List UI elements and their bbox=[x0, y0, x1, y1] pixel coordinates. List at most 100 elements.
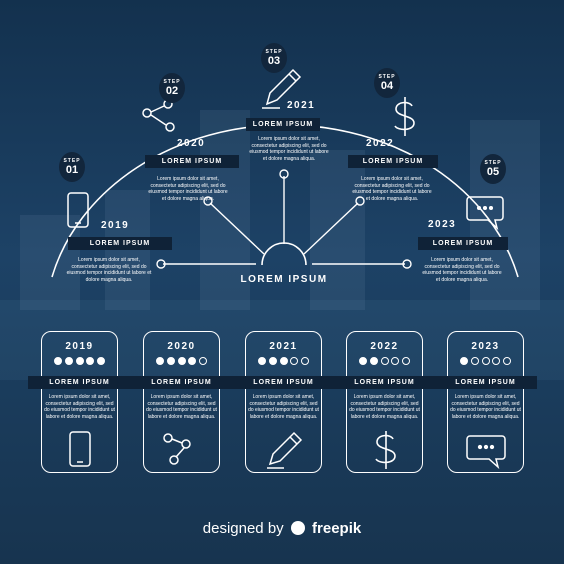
card-year: 2023 bbox=[471, 341, 500, 352]
chat-bubble-icon bbox=[465, 435, 506, 470]
step-word: STEP bbox=[63, 158, 81, 164]
rating-dot-filled bbox=[279, 357, 288, 365]
step-label: LOREM IPSUM bbox=[348, 155, 438, 168]
pencil-icon bbox=[262, 68, 302, 109]
bg-building bbox=[0, 300, 564, 380]
year-card: 2022 LOREM IPSUM Lorem ipsum dolor sit a… bbox=[333, 331, 436, 473]
dollar-icon bbox=[374, 431, 396, 469]
rating-dots bbox=[347, 357, 422, 365]
step-word: STEP bbox=[265, 49, 283, 55]
rating-dot-empty bbox=[391, 357, 400, 365]
rating-dot-filled bbox=[166, 357, 175, 365]
card-label: LOREM IPSUM bbox=[434, 376, 537, 389]
bg-building bbox=[470, 120, 540, 310]
step-text: Lorem ipsum dolor sit amet, consectetur … bbox=[422, 257, 502, 283]
rating-dot-empty bbox=[470, 357, 479, 365]
step-year: 2023 bbox=[428, 219, 457, 230]
rating-dot-filled bbox=[155, 357, 164, 365]
card-label: LOREM IPSUM bbox=[28, 376, 131, 389]
step-word: STEP bbox=[378, 74, 396, 80]
step-text: Lorem ipsum dolor sit amet, consectetur … bbox=[249, 136, 329, 162]
rating-dot-filled bbox=[177, 357, 186, 365]
rating-dots bbox=[246, 357, 321, 365]
bg-building bbox=[105, 190, 150, 310]
footer-prefix: designed by bbox=[202, 520, 284, 537]
card-label: LOREM IPSUM bbox=[232, 376, 335, 389]
rating-dot-empty bbox=[301, 357, 310, 365]
phone-icon bbox=[67, 192, 89, 228]
bg-building bbox=[20, 215, 80, 310]
rating-dot-filled bbox=[358, 357, 367, 365]
share-icon bbox=[162, 433, 191, 465]
card-year: 2022 bbox=[370, 341, 399, 352]
year-card: 2021 LOREM IPSUM Lorem ipsum dolor sit a… bbox=[232, 331, 335, 473]
phone-icon bbox=[68, 431, 91, 467]
rating-dot-filled bbox=[97, 357, 106, 365]
step-label: LOREM IPSUM bbox=[418, 237, 508, 250]
rating-dot-empty bbox=[199, 357, 208, 365]
spokes bbox=[156, 169, 412, 269]
step-label: LOREM IPSUM bbox=[68, 237, 172, 250]
card-year: 2019 bbox=[65, 341, 94, 352]
step-word: STEP bbox=[484, 160, 502, 166]
step-number: 02 bbox=[165, 85, 179, 97]
footer-credit: designed by freepik bbox=[0, 520, 564, 537]
year-card: 2019 LOREM IPSUM Lorem ipsum dolor sit a… bbox=[28, 331, 131, 473]
rating-dot-filled bbox=[86, 357, 95, 365]
card-label: LOREM IPSUM bbox=[333, 376, 436, 389]
step-label: LOREM IPSUM bbox=[246, 118, 320, 131]
share-icon bbox=[142, 99, 175, 132]
chat-bubble-icon bbox=[466, 196, 504, 231]
step-year: 2021 bbox=[287, 100, 316, 111]
step-word: STEP bbox=[163, 79, 181, 85]
step-text: Lorem ipsum dolor sit amet, consectetur … bbox=[148, 176, 228, 202]
card-text: Lorem ipsum dolor sit amet, consectetur … bbox=[248, 394, 319, 420]
rating-dot-filled bbox=[257, 357, 266, 365]
rating-dot-filled bbox=[64, 357, 73, 365]
step-text: Lorem ipsum dolor sit amet, consectetur … bbox=[66, 257, 152, 283]
step-badge-3: STEP 03 bbox=[261, 43, 287, 73]
rating-dot-filled bbox=[53, 357, 62, 365]
step-badge-5: STEP 05 bbox=[480, 154, 506, 184]
card-year: 2021 bbox=[269, 341, 298, 352]
step-number: 05 bbox=[486, 166, 500, 178]
rating-dots bbox=[42, 357, 117, 365]
rating-dot-empty bbox=[380, 357, 389, 365]
step-number: 01 bbox=[65, 164, 79, 176]
pencil-icon bbox=[266, 431, 302, 469]
step-badge-4: STEP 04 bbox=[374, 68, 400, 98]
rating-dot-filled bbox=[268, 357, 277, 365]
card-year: 2020 bbox=[167, 341, 196, 352]
step-badge-2: STEP 02 bbox=[159, 73, 185, 103]
rating-dot-empty bbox=[290, 357, 299, 365]
card-text: Lorem ipsum dolor sit amet, consectetur … bbox=[146, 394, 217, 420]
step-number: 04 bbox=[380, 80, 394, 92]
step-badge-1: STEP 01 bbox=[59, 152, 85, 182]
freepik-logo-icon bbox=[290, 521, 305, 535]
center-semicircle bbox=[261, 242, 307, 266]
step-label: LOREM IPSUM bbox=[145, 155, 239, 168]
rating-dot-filled bbox=[369, 357, 378, 365]
rating-dot-filled bbox=[75, 357, 84, 365]
dollar-icon bbox=[394, 97, 415, 136]
bg-building bbox=[200, 110, 250, 310]
rating-dots bbox=[144, 357, 219, 365]
rating-dots bbox=[448, 357, 523, 365]
rating-dot-filled bbox=[188, 357, 197, 365]
card-text: Lorem ipsum dolor sit amet, consectetur … bbox=[44, 394, 115, 420]
rating-dot-empty bbox=[503, 357, 512, 365]
step-text: Lorem ipsum dolor sit amet, consectetur … bbox=[352, 176, 432, 202]
year-card: 2023 LOREM IPSUM Lorem ipsum dolor sit a… bbox=[434, 331, 537, 473]
step-number: 03 bbox=[267, 55, 281, 67]
card-label: LOREM IPSUM bbox=[130, 376, 233, 389]
year-card: 2020 LOREM IPSUM Lorem ipsum dolor sit a… bbox=[130, 331, 233, 473]
step-year: 2019 bbox=[101, 220, 130, 231]
footer-brand: freepik bbox=[312, 520, 362, 537]
rating-dot-empty bbox=[492, 357, 501, 365]
step-year: 2020 bbox=[177, 138, 206, 149]
rating-dot-filled bbox=[459, 357, 468, 365]
center-label: LOREM IPSUM bbox=[240, 274, 328, 285]
rating-dot-empty bbox=[481, 357, 490, 365]
